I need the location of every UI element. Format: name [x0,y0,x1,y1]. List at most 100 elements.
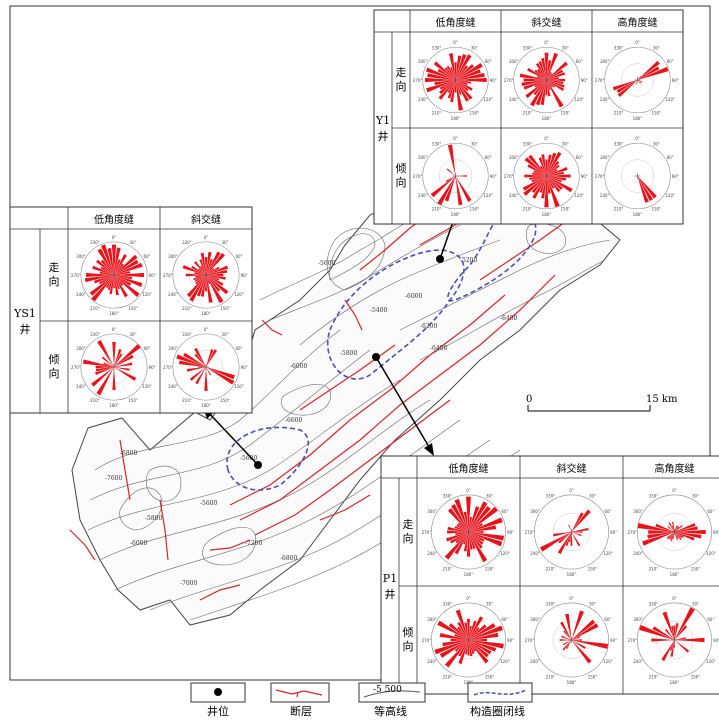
rose-tick-label: 240° [633,551,643,556]
rose-petal [540,80,547,105]
rose-petal [563,630,572,640]
rose-petal [183,352,206,367]
rose-petal [99,271,114,275]
rose-petal [568,524,572,532]
rose-petal [434,640,469,655]
rose-petal [546,60,552,80]
rose-petal [455,69,481,80]
rose-petal [467,640,470,656]
rose-petal [194,261,206,275]
rose-petal [448,623,469,640]
legend-closure-box [467,682,533,703]
rose-petal [468,532,483,549]
contour-line [329,233,376,281]
rose-petal [546,176,566,181]
rose-petal [112,367,116,391]
rose-petal [637,80,642,83]
fault-line [69,529,96,561]
rose-petal [468,532,504,541]
rose-petal [674,607,695,640]
rose-petal [439,80,456,95]
rose-petal [669,532,675,540]
contour-line [299,239,501,346]
rose-petal [96,367,114,396]
rose-tick-label: 240° [633,659,643,664]
rose-frame [172,241,240,309]
rose-tick-label: 180° [451,212,461,217]
rose-petal [204,275,208,292]
rose-tick-label: 30° [486,602,493,607]
contour-line [114,419,461,591]
rose-petal [565,532,572,547]
rose-petal [114,362,133,367]
rose-tick-label: 0° [672,488,677,493]
rose-tick-label: 90° [672,174,679,179]
rose-frame [513,142,580,210]
contour-line [269,224,461,321]
rose-petal [546,176,573,193]
rose-frame [431,602,506,678]
rose-petal [674,532,683,539]
rose-petal [450,638,469,642]
column-header: 斜交缝 [532,16,562,29]
rose-tick-label: 0° [204,327,209,332]
rose-petal [558,532,572,544]
rose-petal [533,170,547,176]
contour-label: -6400 [500,315,517,322]
rose-petal [114,349,122,367]
rose-petal [97,248,114,275]
panel-frame [373,9,684,225]
rose-petal [454,80,457,93]
rose-petal [455,176,472,202]
rose-petal [546,154,552,176]
rose-petal [206,251,212,275]
rose-tick-label: 90° [581,78,588,83]
rose-petal [522,176,547,191]
rose-tick-label: 330° [523,45,533,50]
rose-petal [91,367,114,387]
rose-frame [604,142,671,210]
rose-tick-label: 90° [490,78,497,83]
rose-petal [114,263,124,275]
rose-petal [536,75,547,80]
rose-petal [185,273,206,277]
rose-petal [544,52,549,80]
rose-petal [424,77,456,83]
rose-tick-label: 180° [633,116,643,121]
rose-petal [455,80,473,91]
rose-petal [426,80,456,93]
rose-tick-label: 180° [109,311,119,316]
rose-petal [206,349,214,367]
contour-label: -6000 [290,363,307,370]
rose-tick-label: 300° [418,155,428,160]
rose-tick-label: 240° [530,551,540,556]
rose-petal [532,176,547,199]
rose-tick-label: 60° [143,346,150,351]
rose-petal [671,525,675,532]
rose-petal [571,610,585,640]
rose-petal [114,262,143,275]
rose-tick-label: 90° [149,273,156,278]
rose-tick-label: 30° [471,141,478,146]
rose-petal [521,80,547,87]
rose-petal [571,527,589,532]
rose-petal [457,622,469,640]
rose-tick-label: 210° [432,111,442,116]
rose-petal [546,171,564,176]
rose-frame [534,494,609,570]
rose-tick-label: 180° [670,680,680,685]
column-header: 斜交缝 [191,213,221,226]
rose-petal [114,275,120,290]
rose-petal [463,532,469,545]
rose-tick-label: 180° [109,403,119,408]
rose-petal [455,80,473,100]
rose-petal [546,176,560,208]
rose-petal [196,275,206,297]
rose-frame [431,494,506,570]
rose-tick-label: 240° [530,659,540,664]
rose-tick-label: 120° [603,551,613,556]
rose-tick-label: 120° [483,193,493,198]
rose-tick-label: 330° [432,141,442,146]
rose-petal [546,161,560,176]
rose-tick-label: 330° [649,494,659,499]
